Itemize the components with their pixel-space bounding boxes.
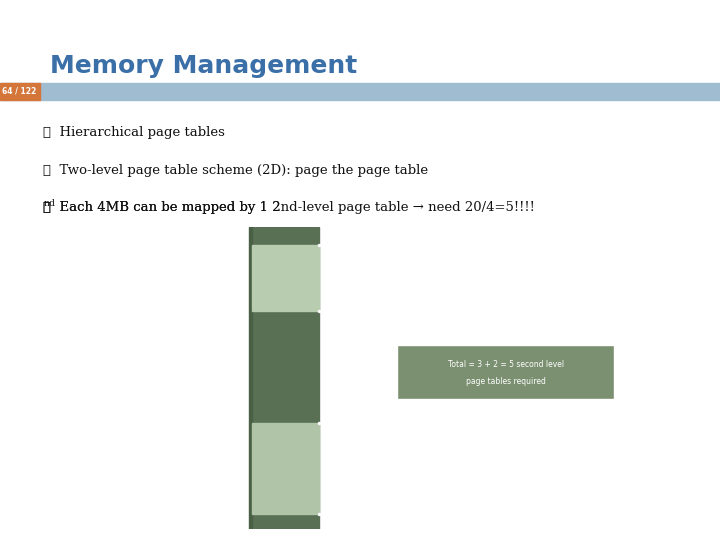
Text: ✓  Two-level page table scheme (2D): page the page table: ✓ Two-level page table scheme (2D): page… xyxy=(43,164,428,177)
Text: 8 MB / 4 MB = 2 second level page: 8 MB / 4 MB = 2 second level page xyxy=(413,253,545,261)
Text: tables required: tables required xyxy=(413,271,471,280)
Text: 12 MB / 4 MB = 3 second level page: 12 MB / 4 MB = 3 second level page xyxy=(413,434,550,443)
Bar xyxy=(0,83,720,100)
Bar xyxy=(251,423,319,514)
Text: 64 / 122: 64 / 122 xyxy=(2,87,37,96)
Text: ✓  Each 4MB can be mapped by 1 2nd-level page table → need 20/4=5!!!!: ✓ Each 4MB can be mapped by 1 2nd-level … xyxy=(43,201,535,214)
Text: tables required: tables required xyxy=(413,452,471,461)
Text: $2^{32}$ bytes = 4 GB: $2^{32}$ bytes = 4 GB xyxy=(161,380,239,394)
Text: Memory Management: Memory Management xyxy=(50,55,358,78)
Text: Total = 3 + 2 = 5 second level: Total = 3 + 2 = 5 second level xyxy=(448,360,564,369)
Bar xyxy=(251,227,319,529)
Bar xyxy=(251,245,319,312)
Text: 8 MB: 8 MB xyxy=(345,274,367,283)
Text: ✓  Hierarchical page tables: ✓ Hierarchical page tables xyxy=(43,126,225,139)
Text: nd: nd xyxy=(43,199,55,208)
FancyBboxPatch shape xyxy=(397,345,614,399)
Text: page tables required: page tables required xyxy=(466,377,546,386)
Bar xyxy=(249,227,251,529)
Text: 12 MB: 12 MB xyxy=(345,480,373,488)
Text: ✓  Each 4MB can be mapped by 1 2: ✓ Each 4MB can be mapped by 1 2 xyxy=(43,201,281,214)
Bar xyxy=(0,83,40,100)
